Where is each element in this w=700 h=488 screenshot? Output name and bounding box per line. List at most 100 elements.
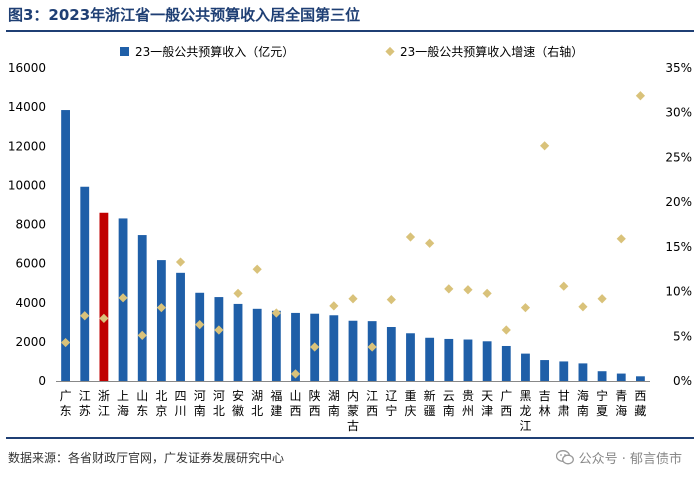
growth-point	[233, 288, 243, 298]
page-title: 图3：2023年浙江省一般公共预算收入居全国第三位	[8, 6, 361, 24]
bar	[329, 315, 339, 381]
y-right-tick-label: 15%	[665, 240, 692, 254]
x-tick-label: 辽宁	[385, 389, 397, 418]
x-tick-label: 山东	[136, 389, 148, 418]
legend-point-label: 23一般公共预算收入增速（右轴）	[400, 44, 583, 59]
y-right-tick-label: 10%	[665, 285, 692, 299]
growth-point	[252, 264, 262, 274]
x-tick-label: 广东	[60, 389, 72, 418]
growth-point	[118, 293, 128, 303]
revenue-chart: 23一般公共预算收入（亿元） 23一般公共预算收入增速（右轴） 0 2000 4000…	[8, 44, 692, 433]
y-right-tick-label: 25%	[665, 150, 692, 164]
x-axis: 广东江苏浙江上海山东北京四川河南河北安徽湖北福建山西陕西湖南内蒙古江西辽宁重庆新…	[56, 381, 650, 433]
bar-series	[61, 110, 645, 381]
growth-point	[386, 295, 396, 305]
x-tick-label: 江苏	[79, 389, 91, 418]
x-tick-label: 安徽	[232, 388, 244, 418]
x-tick-label: 天津	[481, 389, 493, 418]
growth-point	[195, 320, 205, 330]
growth-point	[597, 294, 607, 304]
growth-point	[60, 337, 71, 348]
y-left-tick-label: 0	[38, 374, 46, 388]
bar	[425, 337, 435, 381]
x-tick-label: 陕西	[309, 388, 321, 418]
growth-series	[60, 91, 646, 379]
x-tick-label: 浙江	[98, 389, 110, 418]
growth-point	[348, 294, 358, 304]
bar	[252, 308, 262, 381]
growth-point	[405, 232, 416, 242]
bar	[137, 235, 147, 381]
x-tick-label: 山西	[290, 389, 302, 418]
bar	[597, 371, 607, 381]
bar	[578, 363, 588, 381]
y-right-tick-label: 5%	[673, 329, 692, 343]
y-axis-left: 0 2000 4000 6000 8000 10000 12000 14000 16000	[8, 61, 46, 388]
watermark-text: 公众号 · 郁言债市	[578, 452, 682, 467]
growth-point	[635, 91, 646, 101]
growth-point	[578, 302, 588, 312]
x-tick-label: 广西	[500, 389, 512, 418]
growth-point	[175, 257, 186, 267]
growth-point	[99, 313, 109, 323]
y-left-tick-label: 10000	[8, 178, 46, 192]
bar	[501, 345, 511, 381]
bar	[521, 353, 530, 381]
x-tick-label: 北京	[155, 389, 167, 418]
footer-divider	[6, 437, 694, 439]
bar	[406, 333, 415, 381]
growth-point	[463, 285, 473, 295]
growth-point	[425, 238, 435, 248]
growth-point	[559, 281, 569, 291]
x-tick-label: 海南	[577, 388, 589, 418]
growth-point	[444, 284, 454, 294]
x-tick-label: 上海	[117, 389, 129, 418]
x-tick-label: 云南	[443, 389, 455, 418]
growth-point	[214, 325, 224, 335]
chart-legend: 23一般公共预算收入（亿元） 23一般公共预算收入增速（右轴）	[120, 44, 583, 59]
x-tick-label: 青海	[615, 389, 627, 418]
y-right-tick-label: 35%	[665, 61, 692, 75]
bar	[156, 260, 166, 381]
bar	[348, 320, 358, 381]
growth-point	[367, 342, 377, 352]
bar	[386, 327, 396, 381]
bar	[99, 212, 109, 381]
bar	[540, 360, 550, 381]
bar	[559, 361, 569, 381]
x-tick-label: 福建	[270, 388, 282, 418]
x-tick-label: 内蒙古	[347, 389, 359, 433]
bar	[214, 297, 224, 381]
bar	[291, 312, 300, 381]
bar	[233, 303, 243, 381]
y-left-tick-label: 6000	[15, 257, 46, 271]
bar	[61, 110, 70, 381]
y-left-tick-label: 16000	[8, 61, 46, 75]
legend-bar-label: 23一般公共预算收入（亿元）	[135, 44, 294, 59]
growth-point	[616, 234, 626, 244]
x-tick-label: 黑龙江	[519, 389, 531, 433]
y-left-tick-label: 12000	[8, 139, 46, 153]
y-left-tick-label: 4000	[15, 296, 46, 310]
y-right-tick-label: 0%	[673, 374, 692, 388]
x-tick-label: 西藏	[634, 389, 646, 418]
bar	[636, 376, 645, 381]
y-right-tick-label: 20%	[665, 195, 692, 209]
growth-point	[501, 325, 511, 335]
x-tick-label: 湖北	[251, 388, 263, 418]
bar	[80, 186, 90, 381]
bar	[463, 339, 473, 381]
y-axis-right: 0% 5% 10% 15% 20% 25% 30% 35%	[665, 61, 692, 388]
title-divider	[6, 30, 694, 32]
growth-point	[290, 369, 301, 379]
legend-point-swatch	[385, 46, 395, 57]
x-tick-label: 甘肃	[558, 389, 570, 418]
growth-point	[271, 308, 281, 318]
y-left-tick-label: 2000	[15, 335, 46, 349]
growth-point	[156, 303, 166, 313]
watermark: 公众号 · 郁言债市	[555, 448, 682, 467]
x-tick-label: 四川	[175, 389, 187, 418]
wechat-icon	[555, 450, 574, 465]
x-tick-label: 河北	[213, 389, 225, 418]
source-note: 数据来源：各省财政厅官网，广发证券发展研究中心	[8, 451, 285, 465]
